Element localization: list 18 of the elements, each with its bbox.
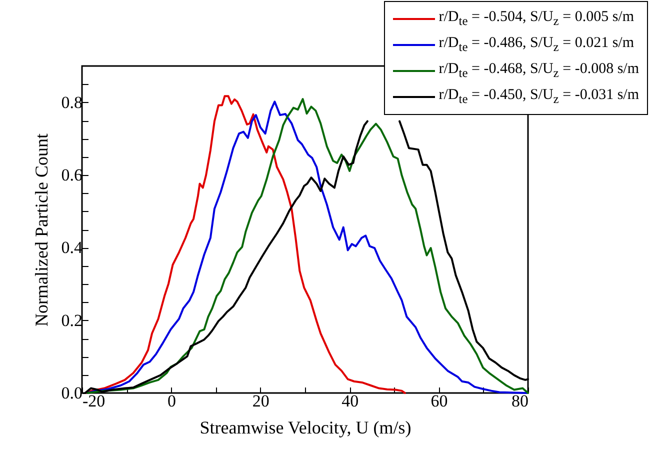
legend-label: r/D$_{te}$ = -0.450, S/U$_{z}$ = -0.031 s/m <box>438 86 639 108</box>
y-tick-label: 0.8 <box>61 92 82 112</box>
line-series <box>85 95 406 394</box>
y-tick-label: 0.4 <box>61 238 83 258</box>
legend-label: r/D$_{te}$ = -0.468, S/U$_{z}$ = -0.008 s/m <box>438 60 639 82</box>
x-tick-label: 0 <box>167 392 176 410</box>
x-tick-label: 20 <box>252 392 270 410</box>
legend-label: r/D$_{te}$ = -0.504, S/U$_{z}$ = 0.005 s/m <box>438 8 634 30</box>
x-tick-label: 60 <box>430 392 448 410</box>
x-tick-label: 80 <box>512 392 528 410</box>
y-tick-label: 0.6 <box>61 166 82 184</box>
x-tick-label: -20 <box>82 392 106 410</box>
y-axis-title: Normalized Particle Count <box>31 134 52 326</box>
legend-label: r/D$_{te}$ = -0.486, S/U$_{z}$ = 0.021 s/m <box>438 34 634 56</box>
x-tick-label: 40 <box>342 392 359 410</box>
y-tick-label: 0.2 <box>61 310 82 330</box>
y-tick-label: 0.0 <box>61 384 82 402</box>
x-axis-title: Streamwise Velocity, U (m/s) <box>200 418 412 438</box>
